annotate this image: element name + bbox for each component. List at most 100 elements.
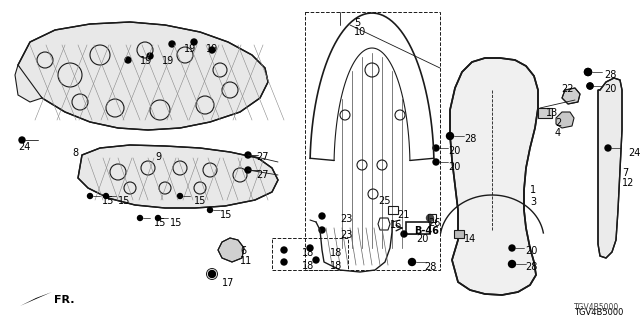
Text: 27: 27	[256, 152, 269, 162]
Text: 28: 28	[424, 262, 436, 272]
Bar	[428, 214, 436, 222]
Text: 18: 18	[302, 261, 314, 271]
Bar	[305, 12, 440, 270]
Text: FR.: FR.	[54, 295, 74, 305]
Circle shape	[125, 57, 131, 63]
Text: 13: 13	[546, 108, 558, 118]
Text: 18: 18	[330, 248, 342, 258]
Text: 12: 12	[622, 178, 634, 188]
Text: 5: 5	[354, 18, 360, 28]
Text: 23: 23	[340, 230, 353, 240]
Bar	[388, 206, 398, 214]
Polygon shape	[15, 65, 42, 102]
Bar	[406, 222, 430, 234]
Circle shape	[426, 214, 433, 221]
Circle shape	[433, 145, 439, 151]
Text: 28: 28	[525, 262, 538, 272]
Text: 6: 6	[240, 246, 246, 256]
Text: 19: 19	[184, 44, 196, 54]
Circle shape	[245, 152, 251, 158]
Circle shape	[509, 260, 515, 268]
Text: 10: 10	[354, 27, 366, 37]
Circle shape	[408, 259, 415, 266]
Text: 3: 3	[530, 197, 536, 207]
Circle shape	[156, 215, 161, 220]
Circle shape	[587, 83, 593, 89]
Circle shape	[138, 215, 143, 220]
Circle shape	[245, 167, 251, 173]
Text: 26: 26	[428, 218, 440, 228]
Text: 22: 22	[561, 84, 573, 94]
Circle shape	[587, 83, 593, 89]
Circle shape	[88, 194, 93, 198]
Text: 19: 19	[162, 56, 174, 66]
Circle shape	[313, 257, 319, 263]
Text: 21: 21	[397, 210, 410, 220]
Circle shape	[401, 231, 407, 237]
Polygon shape	[598, 78, 622, 258]
Circle shape	[584, 68, 591, 76]
Text: 11: 11	[240, 256, 252, 266]
Text: 15: 15	[118, 196, 131, 206]
Text: 14: 14	[464, 234, 476, 244]
Text: 25: 25	[378, 196, 390, 206]
Text: 16: 16	[390, 220, 403, 230]
Circle shape	[104, 194, 109, 198]
Text: 28: 28	[604, 70, 616, 80]
Text: 8: 8	[72, 148, 78, 158]
Text: 15: 15	[194, 196, 206, 206]
Text: 24: 24	[18, 142, 30, 152]
Polygon shape	[18, 22, 268, 130]
Polygon shape	[78, 145, 278, 208]
Text: TGV4B5000: TGV4B5000	[574, 303, 620, 312]
Text: B-46: B-46	[414, 226, 439, 236]
Text: 23: 23	[340, 214, 353, 224]
Text: 28: 28	[464, 134, 476, 144]
Circle shape	[207, 207, 212, 212]
Text: 15: 15	[220, 210, 232, 220]
Circle shape	[19, 137, 25, 143]
Polygon shape	[20, 292, 52, 306]
Text: 4: 4	[555, 128, 561, 138]
Text: 15: 15	[170, 218, 182, 228]
Text: 20: 20	[448, 162, 460, 172]
Circle shape	[319, 227, 325, 233]
Text: 19: 19	[140, 56, 152, 66]
Text: 15: 15	[102, 196, 115, 206]
Text: 24: 24	[628, 148, 640, 158]
Circle shape	[281, 259, 287, 265]
Circle shape	[147, 53, 153, 59]
Circle shape	[307, 245, 313, 251]
Text: 20: 20	[604, 84, 616, 94]
Circle shape	[584, 68, 591, 76]
Polygon shape	[562, 88, 580, 104]
Circle shape	[209, 47, 215, 53]
Text: 7: 7	[622, 168, 628, 178]
Polygon shape	[450, 58, 538, 295]
Circle shape	[209, 270, 216, 277]
Text: 17: 17	[222, 278, 234, 288]
Text: 18: 18	[302, 248, 314, 258]
Circle shape	[605, 145, 611, 151]
Circle shape	[509, 245, 515, 251]
Text: 18: 18	[330, 261, 342, 271]
Circle shape	[433, 159, 439, 165]
Text: 20: 20	[416, 234, 428, 244]
Text: 20: 20	[448, 146, 460, 156]
Circle shape	[191, 39, 197, 45]
Text: 19: 19	[206, 44, 218, 54]
Polygon shape	[218, 238, 244, 262]
Text: 27: 27	[256, 170, 269, 180]
Circle shape	[447, 132, 454, 140]
Circle shape	[177, 194, 182, 198]
Bar	[272, 238, 348, 270]
Circle shape	[169, 41, 175, 47]
Text: 9: 9	[155, 152, 161, 162]
Bar	[454, 230, 464, 238]
Polygon shape	[556, 112, 574, 128]
Circle shape	[319, 213, 325, 219]
Text: 1: 1	[530, 185, 536, 195]
Text: 2: 2	[555, 118, 561, 128]
Text: TGV4B5000: TGV4B5000	[574, 308, 623, 317]
Text: 15: 15	[154, 218, 166, 228]
